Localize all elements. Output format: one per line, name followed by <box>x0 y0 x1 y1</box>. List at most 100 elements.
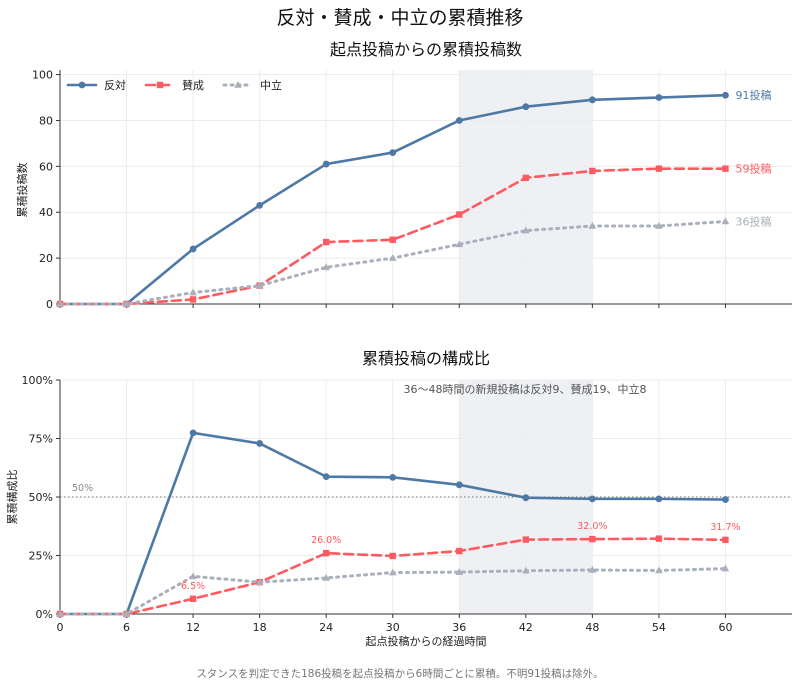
end-label-賛成: 59投稿 <box>735 162 771 176</box>
legend-label-中立: 中立 <box>260 78 282 92</box>
data-point-反対 <box>588 495 596 503</box>
data-point-中立 <box>255 281 264 289</box>
data-point-反対 <box>655 495 663 503</box>
x-tick-label: 36 <box>452 621 466 634</box>
point-label-賛成: 32.0% <box>577 521 607 532</box>
legend-marker-賛成 <box>156 81 164 89</box>
data-point-反対 <box>455 481 463 489</box>
data-point-中立 <box>455 240 464 248</box>
composition-annotation: 36〜48時間の新規投稿は反対9、賛成19、中立8 <box>404 382 647 396</box>
composition-ratio-panel: 累積投稿の構成比 0 6 12 18 24 30 36 42 48 54 60 0% 25% 50% 75%… <box>5 349 792 648</box>
data-point-中立 <box>522 226 530 234</box>
figure-title: 反対・賛成・中立の累積推移 <box>276 7 523 29</box>
data-point-賛成 <box>589 535 596 543</box>
y-tick-label: 80 <box>39 114 53 127</box>
end-label-反対: 91投稿 <box>735 88 771 102</box>
panel2-y-axis-label: 累積構成比 <box>5 470 19 525</box>
data-point-反対 <box>522 103 530 111</box>
point-label-賛成: 26.0% <box>311 535 341 546</box>
data-point-反対 <box>588 96 596 104</box>
end-label-中立: 36投稿 <box>735 214 771 228</box>
panel2-x-axis-label: 起点投稿からの経過時間 <box>366 634 487 648</box>
x-tick-label: 6 <box>123 621 130 634</box>
data-point-中立 <box>588 566 597 573</box>
series-line-賛成 <box>58 167 727 306</box>
data-point-賛成 <box>522 174 530 182</box>
data-point-中立 <box>189 572 197 580</box>
data-point-反対 <box>389 149 397 156</box>
point-label-賛成: 31.7% <box>710 522 740 533</box>
panel1-title: 起点投稿からの累積投稿数 <box>330 40 522 59</box>
data-point-中立 <box>322 573 330 581</box>
x-tick-label: 54 <box>652 621 666 634</box>
x-tick-label: 12 <box>186 621 200 634</box>
data-point-賛成 <box>456 211 463 218</box>
y-tick-label: 100% <box>22 374 53 387</box>
data-point-賛成 <box>589 167 596 175</box>
y-tick-label: 50% <box>29 491 53 504</box>
data-point-賛成 <box>655 165 663 172</box>
data-point-中立 <box>588 222 597 229</box>
point-label-賛成: 6.5% <box>181 581 205 592</box>
data-point-中立 <box>721 217 730 225</box>
data-point-賛成 <box>389 552 396 560</box>
data-point-中立 <box>255 578 264 585</box>
data-point-賛成 <box>456 547 463 555</box>
data-point-中立 <box>655 222 663 229</box>
data-point-中立 <box>322 263 330 271</box>
data-point-中立 <box>455 568 464 575</box>
legend-marker-中立 <box>234 81 242 88</box>
x-tick-label: 60 <box>718 621 732 634</box>
x-tick-label: 18 <box>253 621 267 634</box>
legend-label-賛成: 賛成 <box>182 78 204 92</box>
x-tick-label: 30 <box>386 621 400 634</box>
data-point-反対 <box>189 429 197 437</box>
data-point-反対 <box>256 440 264 447</box>
data-point-中立 <box>189 288 197 296</box>
data-point-反対 <box>722 91 729 99</box>
data-point-反対 <box>522 494 530 502</box>
data-point-賛成 <box>322 238 330 246</box>
data-point-賛成 <box>389 236 396 243</box>
data-point-賛成 <box>722 165 729 172</box>
x-tick-label: 42 <box>519 621 533 634</box>
reference-line-label: 50% <box>72 483 93 494</box>
data-point-中立 <box>122 300 131 307</box>
legend: 反対 賛成 中立 <box>66 78 282 92</box>
data-point-反対 <box>655 94 663 101</box>
data-point-中立 <box>655 566 663 574</box>
panel2-title: 累積投稿の構成比 <box>362 349 490 368</box>
data-point-賛成 <box>322 549 330 557</box>
footnote: スタンスを判定できた186投稿を起点投稿から6時間ごとに累積。不明91投稿は除外… <box>196 667 603 680</box>
data-point-反対 <box>722 496 729 503</box>
data-point-中立 <box>122 610 131 617</box>
x-tick-label: 0 <box>57 621 64 634</box>
y-tick-label: 40 <box>39 206 53 219</box>
data-point-反対 <box>256 201 264 209</box>
y-tick-label: 0% <box>36 608 53 621</box>
data-point-中立 <box>388 254 397 261</box>
y-tick-label: 0 <box>46 298 53 311</box>
data-point-賛成 <box>522 536 530 543</box>
y-tick-label: 75% <box>29 433 53 446</box>
y-tick-label: 60 <box>39 160 53 173</box>
y-tick-label: 20 <box>39 252 53 265</box>
x-tick-label: 24 <box>319 621 333 634</box>
panel1-y-axis-label: 累積投稿数 <box>15 163 29 218</box>
data-point-賛成 <box>722 536 729 544</box>
cumulative-count-panel: 起点投稿からの累積投稿数 0 20 40 60 80 100 91投稿 59投稿 36投稿 反… <box>15 40 792 311</box>
legend-label-反対: 反対 <box>104 78 126 92</box>
y-tick-label: 25% <box>29 550 53 563</box>
data-point-賛成 <box>189 595 197 602</box>
data-point-反対 <box>455 117 463 124</box>
data-point-中立 <box>56 610 64 617</box>
data-point-反対 <box>389 473 397 481</box>
y-tick-label: 100 <box>32 69 53 82</box>
x-tick-label: 48 <box>585 621 599 634</box>
data-point-中立 <box>56 300 64 307</box>
data-point-中立 <box>522 566 530 574</box>
data-point-反対 <box>189 245 197 253</box>
data-point-賛成 <box>189 296 197 303</box>
data-point-賛成 <box>655 535 663 542</box>
